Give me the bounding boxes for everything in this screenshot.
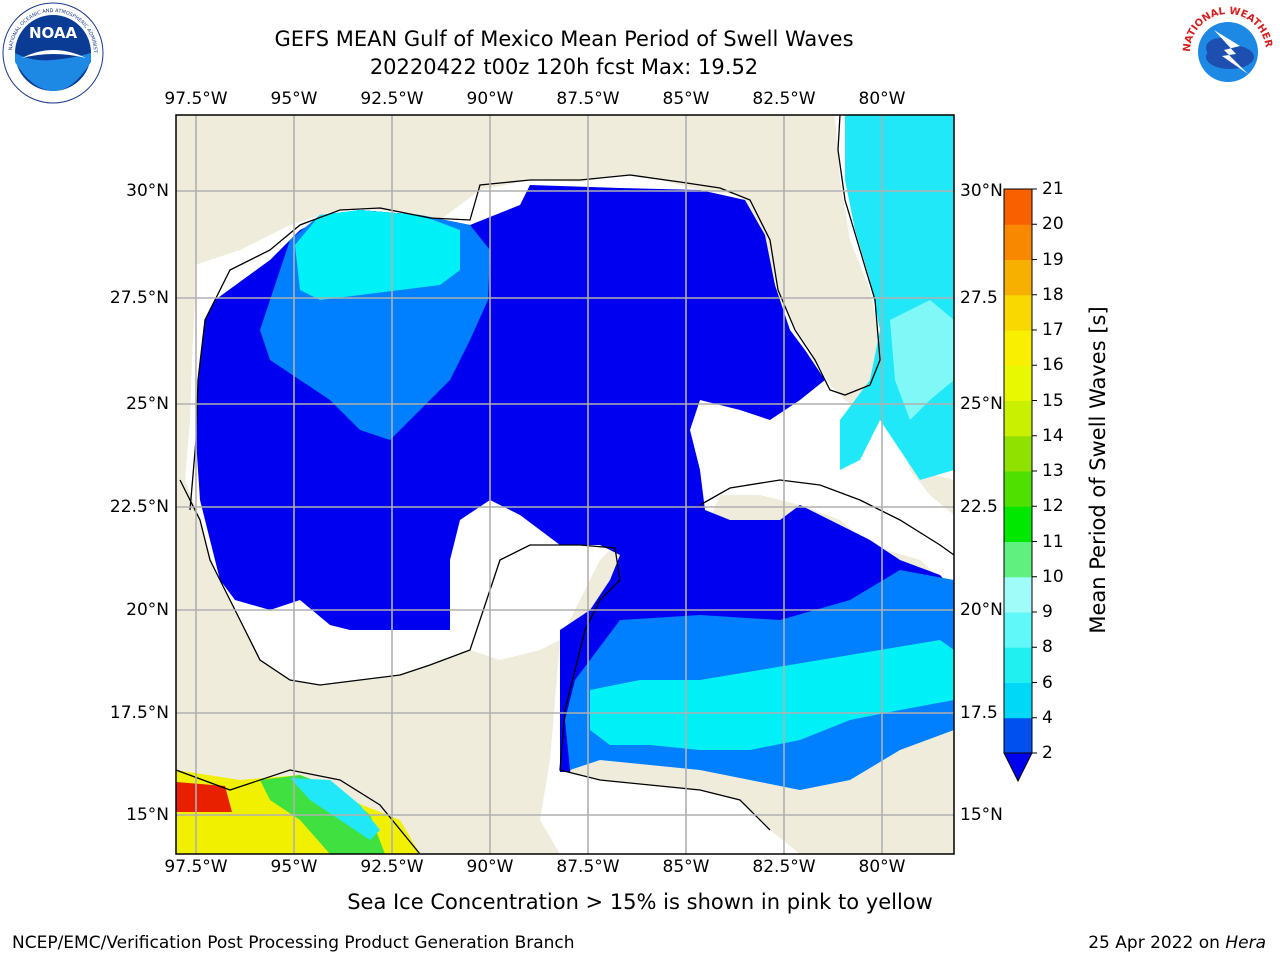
lat-label-right: 15°N: [960, 805, 1003, 825]
lat-label-right: 17.5: [960, 703, 998, 723]
swell-band-caribbean-6: [590, 640, 954, 750]
swell-band-6-shelf: [295, 210, 460, 300]
colorbar-tick-label: 14: [1042, 425, 1064, 446]
pacific-band-cyan: [290, 778, 380, 840]
lat-label-right: 25°N: [960, 394, 1003, 414]
lat-label-right: 20°N: [960, 600, 1003, 620]
pacific-band-red: [176, 782, 232, 812]
sea-ice-note: Sea Ice Concentration > 15% is shown in …: [347, 890, 933, 914]
colorbar-tick-label: 20: [1042, 214, 1064, 235]
lon-label-bottom: 97.5°W: [164, 857, 228, 877]
lon-label-bottom: 80°W: [858, 857, 906, 877]
graticule: [176, 115, 954, 854]
lon-label-bottom: 87.5°W: [556, 857, 620, 877]
colorbar-tick-label: 9: [1042, 602, 1053, 622]
colorbar-tick-label: 12: [1042, 496, 1064, 517]
noaa-logo-text: NOAA: [29, 24, 78, 42]
colorbar-tick-label: 13: [1042, 461, 1064, 481]
colorbar-tick-label: 16: [1042, 355, 1064, 376]
lat-label-right: 30°N: [960, 181, 1003, 201]
chart-title: GEFS MEAN Gulf of Mexico Mean Period of …: [274, 27, 854, 51]
lon-label-top: 87.5°W: [556, 89, 620, 109]
chart-subtitle: 20220422 t00z 120h fcst Max: 19.52: [369, 55, 759, 79]
lat-label-left: 17.5°N: [109, 703, 169, 723]
colorbar-tick-label: 2: [1042, 743, 1053, 763]
colorbar-tick-label: 17: [1042, 320, 1064, 340]
colorbar-tick-label: 18: [1042, 284, 1064, 305]
lat-label-left: 22.5°N: [109, 497, 169, 517]
lon-label-bottom: 92.5°W: [360, 857, 424, 877]
lon-label-top: 85°W: [662, 89, 710, 109]
lon-label-bottom: 90°W: [466, 857, 514, 877]
coastlines: [176, 115, 954, 854]
lat-label-left: 20°N: [126, 600, 169, 620]
footer-machine: Hera: [1225, 933, 1266, 953]
colorbar-tick-label: 10: [1042, 566, 1064, 587]
colorbar-tick-label: 8: [1042, 637, 1053, 658]
lon-label-bottom: 85°W: [662, 857, 710, 877]
colorbar-tick-label: 11: [1042, 531, 1064, 552]
noaa-logo: NOAA NATIONAL OCEANIC AND ATMOSPHERIC AD…: [2, 2, 104, 104]
lat-label-left: 25°N: [126, 394, 169, 414]
nws-logo: NATIONAL WEATHER SERVICE: [1178, 2, 1276, 100]
lat-label-left: 15°N: [126, 805, 169, 825]
lat-label-left: 27.5°N: [109, 288, 169, 308]
lon-label-top: 80°W: [858, 89, 906, 109]
footer-credit: NCEP/EMC/Verification Post Processing Pr…: [12, 933, 575, 953]
colorbar-tick-label: 19: [1042, 249, 1064, 270]
lon-label-bottom: 95°W: [270, 857, 318, 877]
swell-band-florida-8: [890, 300, 954, 420]
lon-label-top: 90°W: [466, 89, 514, 109]
colorbar-tick-label: 15: [1042, 390, 1064, 411]
colorbar-label: Mean Period of Swell Waves [s]: [1086, 306, 1110, 634]
lat-label-right: 27.5: [960, 288, 998, 308]
lat-label-right: 22.5: [960, 497, 998, 517]
lon-label-bottom: 82.5°W: [752, 857, 816, 877]
lat-label-left: 30°N: [126, 181, 169, 201]
map-frame: [175, 114, 955, 855]
footer-date-text: 25 Apr 2022 on: [1088, 933, 1220, 953]
lon-label-top: 95°W: [270, 89, 318, 109]
colorbar-tick-label: 4: [1042, 707, 1053, 728]
footer-date: 25 Apr 2022 on Hera: [1088, 933, 1266, 953]
lon-label-top: 82.5°W: [752, 89, 816, 109]
lon-label-top: 97.5°W: [164, 89, 228, 109]
lon-label-top: 92.5°W: [360, 89, 424, 109]
colorbar-tick-label: 21: [1042, 179, 1064, 199]
colorbar-tick-label: 6: [1042, 672, 1053, 693]
